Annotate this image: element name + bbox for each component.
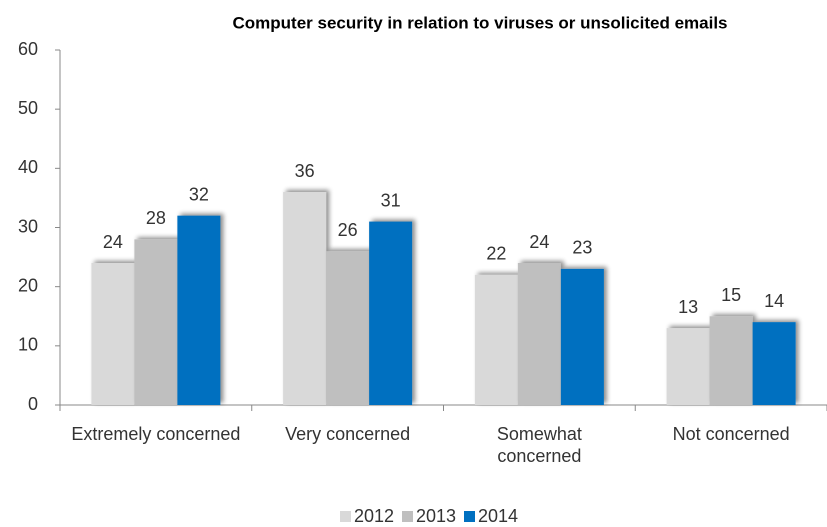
x-tick-label: Very concerned <box>285 424 411 444</box>
bar <box>283 192 327 405</box>
legend-label: 2014 <box>478 506 518 526</box>
data-label: 23 <box>572 238 592 258</box>
x-tick-label: Somewhat concerned <box>496 424 582 466</box>
y-tick-label: 10 <box>18 335 38 355</box>
bar <box>91 263 135 405</box>
bar <box>560 268 604 405</box>
y-tick-label: 0 <box>28 394 38 414</box>
bar <box>666 328 710 405</box>
bar <box>326 251 370 405</box>
data-label: 36 <box>295 161 315 181</box>
y-tick-label: 50 <box>18 98 38 118</box>
data-label: 28 <box>146 208 166 228</box>
y-tick-label: 60 <box>18 39 38 59</box>
chart-title: Computer security in relation to viruses… <box>232 13 727 32</box>
data-label: 24 <box>103 232 123 252</box>
bar <box>177 215 221 405</box>
data-label: 22 <box>486 244 506 264</box>
legend-swatch <box>402 511 413 522</box>
data-label: 13 <box>678 297 698 317</box>
legend-label: 2012 <box>354 506 394 526</box>
y-tick-label: 30 <box>18 216 38 236</box>
bar <box>517 263 561 405</box>
y-tick-label: 40 <box>18 157 38 177</box>
bar <box>474 274 518 405</box>
data-label: 31 <box>381 190 401 210</box>
legend-swatch <box>340 511 351 522</box>
data-label: 14 <box>764 291 784 311</box>
bar <box>709 316 753 405</box>
data-label: 24 <box>529 232 549 252</box>
data-label: 26 <box>338 220 358 240</box>
x-tick-label: Extremely concerned <box>71 424 241 444</box>
bar <box>134 239 178 405</box>
data-label: 15 <box>721 285 741 305</box>
y-tick-label: 20 <box>18 275 38 295</box>
data-label: 32 <box>189 184 209 204</box>
bar <box>752 322 796 405</box>
x-tick-label: Not concerned <box>672 424 790 444</box>
legend-label: 2013 <box>416 506 456 526</box>
legend-swatch <box>464 511 475 522</box>
bar <box>369 221 413 405</box>
